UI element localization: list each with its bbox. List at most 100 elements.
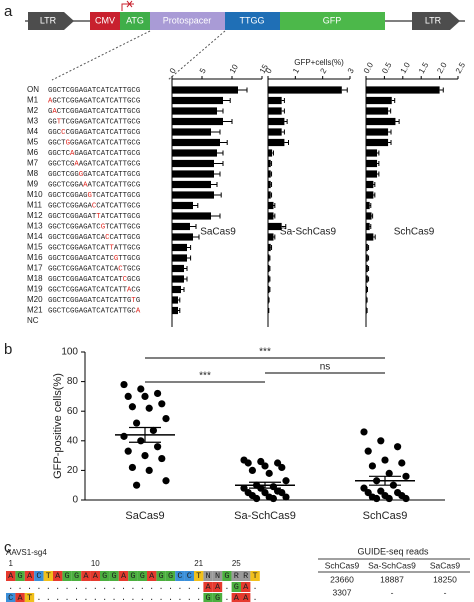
bar: [172, 180, 211, 189]
base-box: [100, 571, 110, 581]
protospacer-box: [150, 12, 225, 30]
y-tick-label: 20: [67, 465, 79, 476]
sequence: GGCTCGGAGATTATCATTGCG: [48, 213, 140, 221]
error-bar: [273, 234, 276, 240]
bar: [172, 138, 220, 147]
dot: [282, 477, 290, 485]
base-box: [24, 593, 35, 602]
table-cell: 3307: [333, 587, 352, 597]
error-bar: [377, 161, 380, 166]
dot: [402, 494, 410, 503]
bar: [268, 296, 269, 304]
error-bar: [217, 108, 224, 114]
bar: [366, 117, 396, 126]
significance-label: ***: [199, 371, 211, 382]
construct-label: LTR: [40, 15, 57, 25]
x-tick-label: SaCas9: [125, 510, 164, 522]
base-box: [34, 571, 44, 581]
dot: [124, 447, 132, 455]
bar: [366, 138, 389, 147]
error-bar: [371, 213, 374, 219]
table-cell: -: [444, 587, 447, 597]
panel-label: c: [4, 539, 12, 556]
base-box: [203, 571, 213, 581]
bar: [366, 306, 367, 315]
bar: [172, 201, 193, 210]
construct-label: LTR: [425, 15, 442, 25]
dot: [162, 477, 170, 485]
bar: [172, 254, 187, 262]
y-tick-label: 80: [67, 376, 79, 387]
dot: [373, 494, 381, 503]
sequence: GGCTCAGAGATCATCATTGCG: [48, 150, 140, 158]
error-bar: [388, 108, 392, 114]
row-label: M17: [27, 264, 43, 273]
bar: [268, 170, 271, 178]
error-bar: [272, 150, 274, 156]
base-box: [212, 582, 223, 592]
error-bar: [184, 266, 188, 271]
sem-bar: [369, 475, 401, 486]
dot: [154, 389, 162, 398]
bar: [268, 107, 282, 115]
x-tick-label: 10: [228, 62, 241, 75]
base-box: [118, 571, 129, 581]
error-bar: [211, 182, 218, 187]
error-bar: [281, 224, 287, 229]
base-box: [156, 571, 166, 581]
significance-label: ***: [259, 347, 271, 358]
error-bar: [367, 266, 370, 271]
bar: [366, 243, 368, 252]
sequence: AGCTCGGAGATCATCATTGCG: [48, 97, 140, 105]
base-box: [137, 571, 147, 581]
dot: [248, 466, 256, 474]
bar: [366, 275, 368, 283]
error-bar: [377, 150, 380, 156]
construct-label: GFP: [323, 15, 342, 25]
base-box: [147, 571, 157, 581]
dot: [120, 380, 128, 389]
base-box: [212, 593, 223, 602]
bar: [268, 275, 270, 283]
row-label: M16: [27, 253, 43, 262]
error-bar: [269, 287, 271, 292]
bar: [268, 180, 271, 189]
bar: [366, 159, 378, 168]
bar: [366, 180, 374, 189]
sequence: GGCTCGGAGATCATTATTGCG: [48, 244, 140, 252]
base-box: [43, 571, 53, 581]
bar: [268, 159, 271, 168]
base-box: [175, 571, 185, 581]
error-bar: [193, 234, 200, 240]
bar: [268, 212, 274, 220]
error-bar: [391, 98, 396, 103]
error-bar: [395, 119, 400, 124]
bar: [268, 222, 282, 231]
dot: [158, 454, 166, 463]
zoom-line: [51, 30, 151, 81]
dot: [398, 459, 406, 467]
position-label: 10: [91, 559, 100, 568]
bar: [172, 117, 223, 126]
dot: [269, 494, 277, 503]
dot: [364, 447, 372, 455]
error-bar: [281, 108, 285, 114]
y-tick-label: 60: [67, 406, 79, 417]
bar: [268, 201, 274, 210]
panel-label: a: [4, 3, 13, 20]
sequence: GGCTCGGGGATCATCATTGCG: [48, 171, 140, 179]
error-bar: [223, 119, 233, 124]
base-box: [109, 571, 119, 581]
error-bar: [373, 182, 376, 187]
x-tick-label: 0.0: [362, 60, 376, 75]
zoom-line: [167, 30, 226, 81]
base-box: [241, 582, 251, 592]
error-bar: [178, 297, 181, 303]
construct-label: CMV: [95, 15, 115, 25]
base-box: [71, 571, 82, 581]
base-box: [212, 571, 223, 581]
dot: [124, 392, 132, 400]
base-box: [250, 571, 260, 581]
atg-box: [120, 12, 150, 30]
